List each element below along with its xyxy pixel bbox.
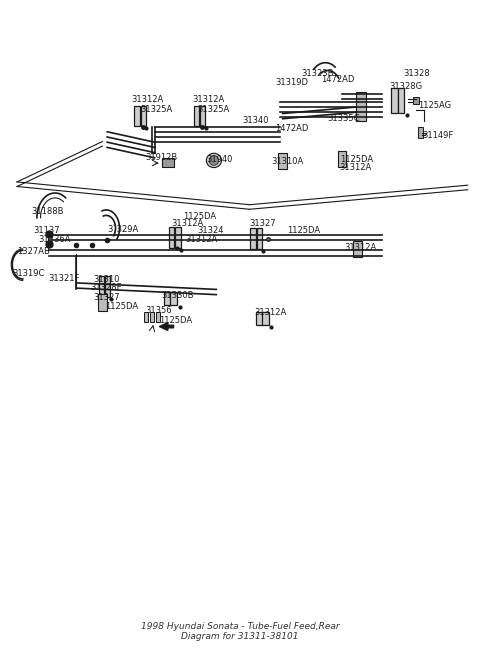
Bar [262,312,269,325]
Text: 31310: 31310 [93,275,120,284]
Bar [257,228,262,249]
Bar [356,92,366,122]
Text: 31336A: 31336A [38,235,71,244]
Text: 31310A: 31310A [271,157,303,166]
Text: 31312A: 31312A [192,95,225,104]
Text: 31912B: 31912B [145,153,178,162]
Text: 1472AD: 1472AD [276,124,309,133]
Bar [141,106,146,126]
Bar [105,277,110,297]
Bar [169,227,174,248]
Text: 31137: 31137 [34,227,60,235]
Text: 1125DA: 1125DA [340,154,373,164]
Ellipse shape [209,156,219,166]
Text: 1125AG: 1125AG [418,101,451,110]
Text: 31330B: 31330B [162,292,194,300]
Text: 1125DA: 1125DA [159,316,192,325]
Bar [150,311,154,322]
Text: 31340: 31340 [242,116,269,125]
Text: 31319D: 31319D [276,78,309,87]
Text: 1125DA: 1125DA [105,302,138,311]
Text: 1472AD: 1472AD [321,75,354,84]
Text: 31335C: 31335C [328,114,360,124]
Bar [144,311,148,322]
Bar [200,106,205,126]
Bar [418,127,423,138]
Text: 31356: 31356 [145,306,172,315]
Bar [413,97,419,104]
Bar [98,294,107,311]
Text: 31940: 31940 [207,155,233,164]
Bar [251,228,256,249]
Bar [156,311,160,322]
Text: 1125DA: 1125DA [183,212,216,221]
Text: 31323B: 31323B [301,69,334,78]
Text: 31328G: 31328G [389,81,422,91]
Bar [353,241,362,257]
Text: 31188B: 31188B [31,208,64,216]
Text: 31312A: 31312A [340,163,372,172]
Text: 31327: 31327 [250,219,276,227]
Text: 31312A: 31312A [254,307,287,317]
Text: 1998 Hyundai Sonata - Tube-Fuel Feed,Rear
Diagram for 31311-38101: 1998 Hyundai Sonata - Tube-Fuel Feed,Rea… [141,622,339,641]
Bar [134,106,140,126]
Text: 31312A: 31312A [131,95,163,104]
Ellipse shape [206,153,221,168]
Bar [194,106,199,126]
Text: 31149F: 31149F [423,131,454,139]
Bar [391,88,398,113]
Text: 31328: 31328 [404,69,430,78]
Text: 31327: 31327 [93,294,120,302]
Bar [164,292,171,305]
Bar [175,227,180,248]
Text: 31325A: 31325A [140,104,173,114]
Bar [278,153,287,170]
Text: 31319C: 31319C [12,269,45,278]
Text: 31321F: 31321F [48,274,79,283]
Text: 31312A: 31312A [344,242,377,252]
Bar [256,312,263,325]
Text: 1327AB: 1327AB [17,246,50,256]
Bar [98,277,104,297]
FancyArrow shape [159,323,174,330]
Bar [338,151,346,168]
Text: 31328F: 31328F [91,283,122,292]
Bar [162,158,174,167]
Text: 31312A: 31312A [185,235,218,244]
Bar [397,88,404,113]
Bar [170,292,178,305]
Text: 31324: 31324 [197,227,224,235]
Text: 31312A: 31312A [171,219,204,228]
Text: 3`329A: 3`329A [107,225,138,234]
Text: 1125DA: 1125DA [288,227,321,235]
Text: 31325A: 31325A [197,104,229,114]
